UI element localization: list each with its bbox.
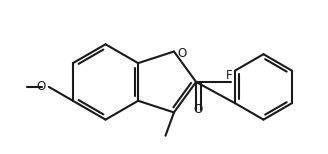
- Text: O: O: [194, 103, 203, 116]
- Text: O: O: [177, 47, 186, 60]
- Text: F: F: [226, 69, 232, 82]
- Text: O: O: [37, 80, 46, 93]
